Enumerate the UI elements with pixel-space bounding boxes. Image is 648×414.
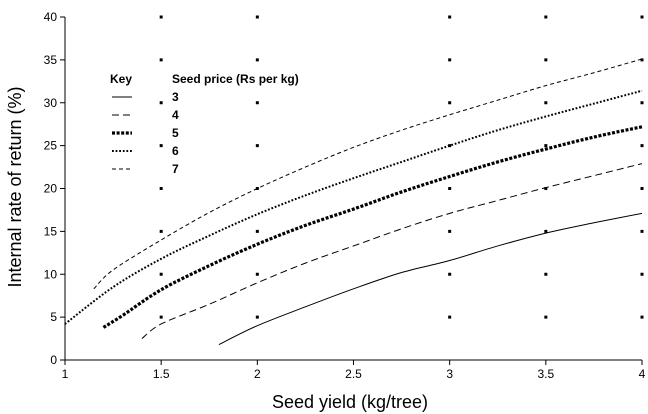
grid-marker xyxy=(159,144,163,148)
x-tick-label: 2 xyxy=(254,367,261,381)
grid-marker xyxy=(544,272,548,276)
grid-marker xyxy=(448,272,452,276)
grid-marker xyxy=(448,101,452,105)
series-line-price-5 xyxy=(102,125,643,329)
grid-marker xyxy=(255,101,259,105)
series-line-price-6 xyxy=(64,89,643,325)
grid-marker xyxy=(255,229,259,233)
series-line-price-4 xyxy=(141,163,643,339)
x-tick-label: 4 xyxy=(639,367,646,381)
series-line-price-7 xyxy=(93,58,643,290)
grid-marker xyxy=(159,58,163,62)
x-tick-label: 3 xyxy=(446,367,453,381)
legend-label-5: 5 xyxy=(172,126,179,140)
y-tick-label: 30 xyxy=(44,96,58,110)
grid-marker xyxy=(159,272,163,276)
y-tick-label: 10 xyxy=(44,267,58,281)
grid-marker xyxy=(448,229,452,233)
grid-marker xyxy=(448,58,452,62)
legend-series-title: Seed price (Rs per kg) xyxy=(172,72,299,86)
y-tick-label: 20 xyxy=(44,182,58,196)
grid-marker xyxy=(544,187,548,190)
x-tick-label: 3.5 xyxy=(537,367,554,381)
grid-marker xyxy=(640,101,644,105)
series-lines xyxy=(64,58,643,346)
legend: Key Seed price (Rs per kg) 3 4 5 6 7 xyxy=(110,72,299,176)
y-tick-label: 35 xyxy=(44,53,58,67)
legend-label-4: 4 xyxy=(172,108,179,122)
grid-marker xyxy=(255,144,259,148)
grid-marker xyxy=(159,229,163,233)
grid-marker xyxy=(159,101,163,105)
axes xyxy=(64,17,642,361)
grid-marker xyxy=(159,15,163,19)
y-ticks: 0 5 10 15 20 25 30 35 40 xyxy=(44,10,65,367)
grid-marker xyxy=(544,58,548,62)
x-tick-label: 1 xyxy=(62,367,69,381)
grid-marker xyxy=(640,144,644,148)
x-tick-label: 2.5 xyxy=(345,367,362,381)
grid-markers xyxy=(159,15,644,319)
series-line-price-3 xyxy=(218,212,643,346)
grid-marker xyxy=(640,15,644,19)
y-tick-label: 15 xyxy=(44,224,58,238)
grid-marker xyxy=(640,229,644,233)
grid-marker xyxy=(159,187,163,190)
x-tick-label: 1.5 xyxy=(153,367,170,381)
grid-marker xyxy=(448,15,452,19)
grid-marker xyxy=(448,144,452,148)
grid-marker xyxy=(159,315,163,319)
grid-marker xyxy=(255,58,259,62)
y-tick-label: 0 xyxy=(50,353,57,367)
grid-marker xyxy=(544,315,548,319)
grid-marker xyxy=(640,315,644,319)
grid-marker xyxy=(544,101,548,105)
grid-marker xyxy=(255,272,259,276)
x-axis-label: Seed yield (kg/tree) xyxy=(272,392,428,412)
y-tick-label: 25 xyxy=(44,139,58,153)
grid-marker xyxy=(255,15,259,19)
y-axis-label: Internal rate of return (%) xyxy=(5,86,25,287)
grid-marker xyxy=(544,229,548,233)
legend-label-3: 3 xyxy=(172,90,179,104)
grid-marker xyxy=(640,58,644,62)
grid-marker xyxy=(544,144,548,148)
grid-marker xyxy=(255,315,259,319)
legend-label-6: 6 xyxy=(172,144,179,158)
y-tick-label: 5 xyxy=(50,310,57,324)
grid-marker xyxy=(544,15,548,19)
legend-label-7: 7 xyxy=(172,162,179,176)
legend-items: 3 4 5 6 7 xyxy=(112,90,179,176)
grid-marker xyxy=(448,315,452,319)
y-tick-label: 40 xyxy=(44,10,58,24)
x-ticks: 1 1.5 2 2.5 3 3.5 4 xyxy=(62,360,646,381)
grid-marker xyxy=(448,187,452,190)
legend-key-title: Key xyxy=(110,72,132,86)
grid-marker xyxy=(640,187,644,190)
grid-marker xyxy=(640,272,644,276)
